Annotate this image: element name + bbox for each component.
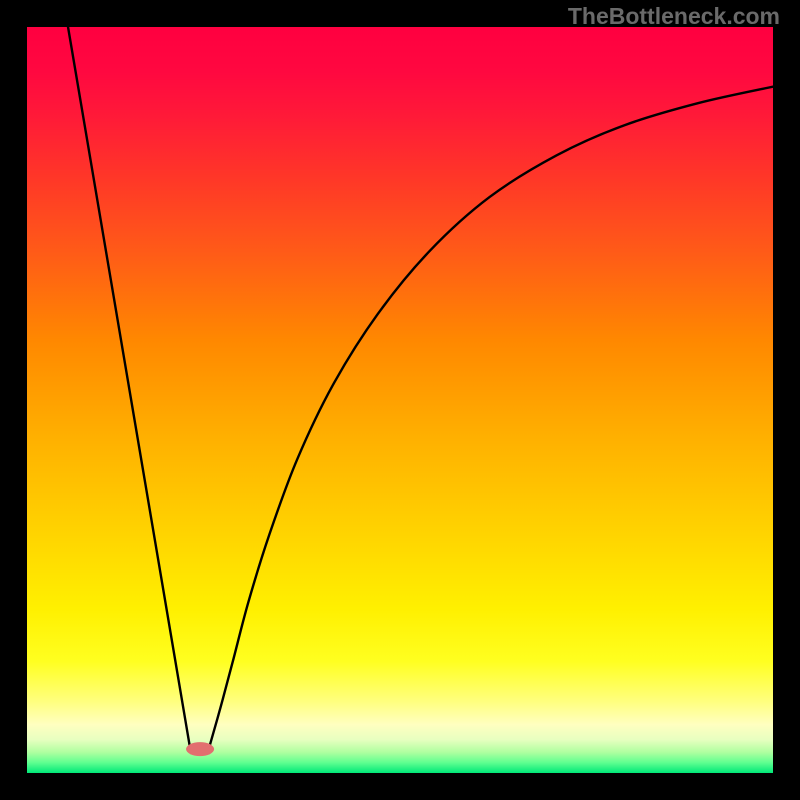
gradient-svg [27, 27, 773, 773]
plot-area [27, 27, 773, 773]
minimum-marker [186, 742, 214, 756]
gradient-rect [27, 27, 773, 773]
watermark-text: TheBottleneck.com [568, 3, 780, 30]
bottleneck-chart: TheBottleneck.com [0, 0, 800, 800]
